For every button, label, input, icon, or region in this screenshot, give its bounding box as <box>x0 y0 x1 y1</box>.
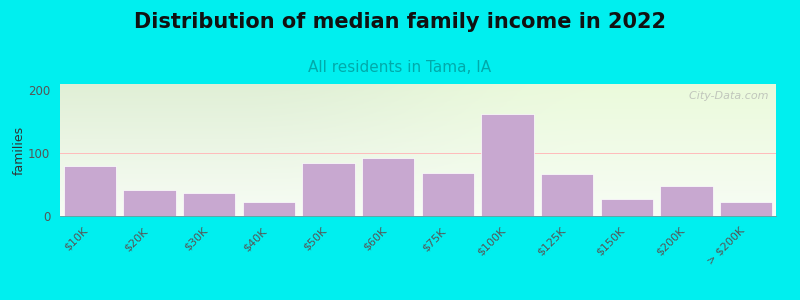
Y-axis label: families: families <box>12 125 26 175</box>
Text: City-Data.com: City-Data.com <box>682 91 769 100</box>
Bar <box>601 199 653 216</box>
Bar <box>541 174 594 216</box>
Bar <box>183 193 235 216</box>
Bar <box>482 113 534 216</box>
Bar <box>123 190 176 216</box>
Bar <box>720 202 773 216</box>
Bar <box>422 173 474 216</box>
Bar <box>242 202 295 216</box>
Text: Distribution of median family income in 2022: Distribution of median family income in … <box>134 12 666 32</box>
Bar <box>660 187 713 216</box>
Bar <box>362 158 414 216</box>
Bar <box>63 166 116 216</box>
Text: All residents in Tama, IA: All residents in Tama, IA <box>309 60 491 75</box>
Bar <box>302 163 354 216</box>
